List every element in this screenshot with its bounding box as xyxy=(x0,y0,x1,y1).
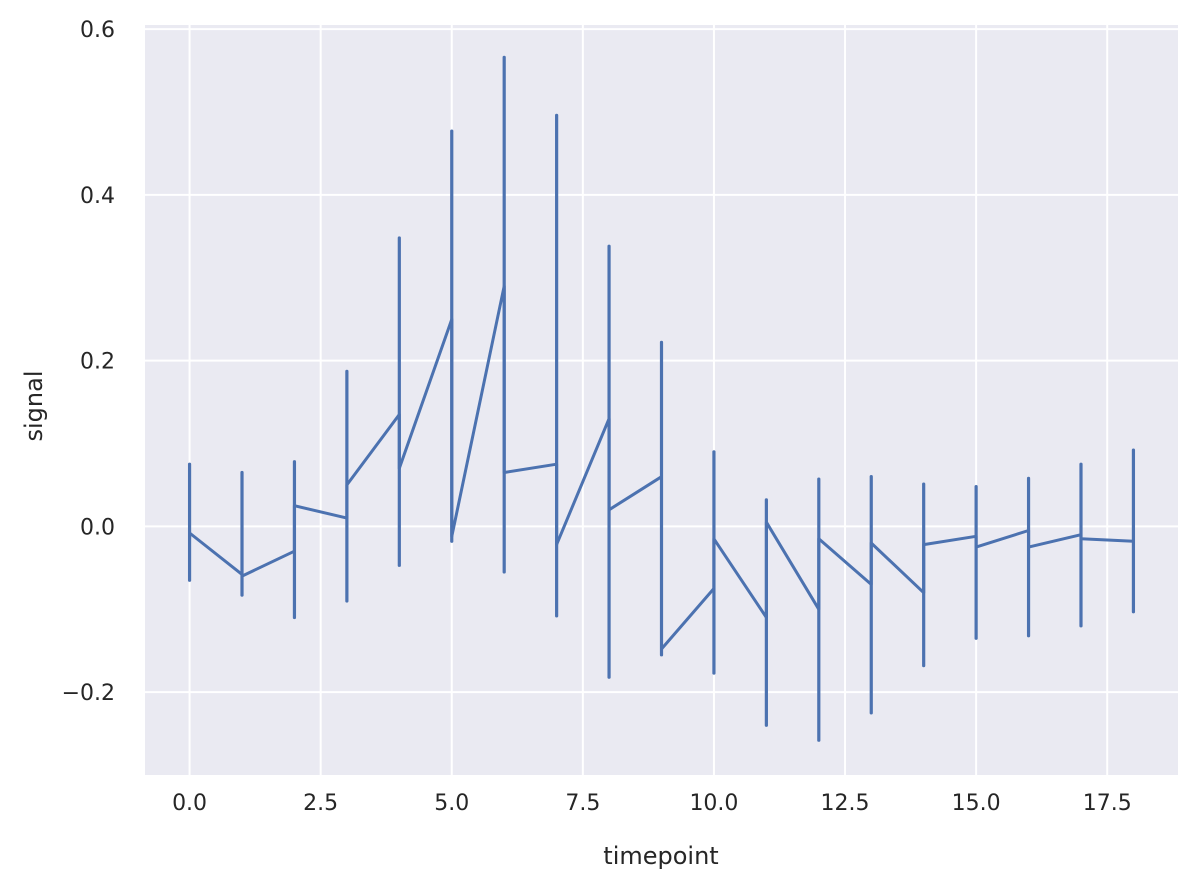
x-tick-label: 12.5 xyxy=(821,791,870,816)
x-axis-label: timepoint xyxy=(603,842,718,870)
y-tick-label: 0.0 xyxy=(80,515,115,540)
y-tick-labels: −0.2 0.0 0.2 0.4 0.6 xyxy=(62,18,115,706)
x-tick-labels: 0.0 2.5 5.0 7.5 10.0 12.5 15.0 17.5 xyxy=(172,791,1132,816)
y-axis-label: signal xyxy=(20,371,48,442)
x-tick-label: 2.5 xyxy=(303,791,338,816)
x-tick-label: 15.0 xyxy=(952,791,1001,816)
x-tick-label: 7.5 xyxy=(565,791,600,816)
y-tick-label: 0.6 xyxy=(80,18,115,43)
x-tick-label: 5.0 xyxy=(434,791,469,816)
x-tick-label: 10.0 xyxy=(689,791,738,816)
y-tick-label: 0.4 xyxy=(80,184,115,209)
y-tick-label: −0.2 xyxy=(62,681,115,706)
x-tick-label: 0.0 xyxy=(172,791,207,816)
x-tick-label: 17.5 xyxy=(1083,791,1132,816)
signal-line xyxy=(188,284,1134,651)
series-layer xyxy=(187,55,1136,742)
y-tick-label: 0.2 xyxy=(80,350,115,375)
